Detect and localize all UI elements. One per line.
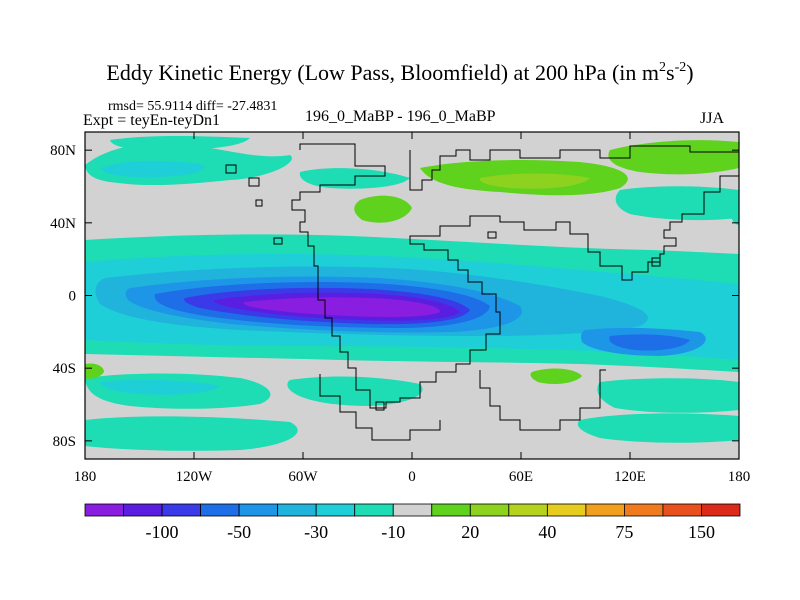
title-close: ) [686, 60, 694, 85]
axis-labels: 180 120W 60W 0 60E 120E 180 80N 40N 0 40S 80S [50, 143, 750, 485]
season-label: JJA [700, 110, 725, 127]
contour-nh-lime-europe [479, 173, 590, 189]
x-tick-label: 120W [176, 469, 214, 485]
colorbar-swatch [84, 503, 124, 517]
x-tick-label: 0 [408, 469, 416, 485]
contour-sh-cyan-mid [287, 376, 423, 406]
x-tick-label: 120E [614, 469, 646, 485]
contour-sh-teal-west [100, 379, 220, 395]
continent-outline-southwest [319, 374, 441, 441]
axis-ticks [84, 132, 740, 459]
title-exponent-2: -2 [674, 60, 687, 75]
colorbar-label: -100 [146, 522, 179, 542]
contour-field [85, 132, 739, 459]
contour-band-purple [243, 297, 440, 317]
x-tick-label: 180 [74, 469, 97, 485]
colorbar-label: 75 [615, 522, 633, 542]
colorbar-swatch [469, 503, 510, 517]
island-outline-5 [375, 401, 385, 411]
colorbar-swatch [546, 503, 587, 517]
contour-nh-cyan-east [731, 205, 739, 225]
x-tick-label: 60W [288, 469, 318, 485]
colorbar-swatch [662, 503, 702, 517]
colorbar-swatch [392, 503, 433, 517]
y-tick-label: 80S [53, 434, 76, 450]
island-outline-1 [225, 164, 237, 174]
contour-sh-green-1 [530, 368, 582, 384]
y-tick-label: 0 [69, 289, 77, 305]
case-label: 196_0_MaBP - 196_0_MaBP [305, 108, 496, 125]
contour-nh-green-island [354, 195, 412, 223]
continent-outline [291, 143, 739, 409]
island-outline-3 [255, 199, 263, 207]
contour-sh-cyan-south-east [577, 413, 739, 443]
x-tick-label: 180 [728, 469, 751, 485]
experiment-label: Expt = teyEn-teyDn1 [83, 112, 220, 129]
contour-sh-cyan-south-west [85, 416, 298, 451]
chart-title: Eddy Kinetic Energy (Low Pass, Bloomfiel… [0, 60, 800, 86]
colorbar-swatch [431, 503, 471, 517]
continent-outline-north [409, 145, 739, 191]
contour-sh-cyan-east [597, 378, 739, 413]
island-outline-2 [248, 177, 260, 187]
colorbar-swatch [277, 503, 317, 517]
colorbar-swatch [354, 503, 394, 517]
y-tick-label: 40S [53, 361, 76, 377]
island-outline-7 [487, 231, 497, 239]
contour-nh-teal-west [100, 160, 205, 178]
x-tick-label: 60E [509, 469, 533, 485]
colorbar [84, 503, 741, 517]
y-tick-label: 80N [50, 143, 76, 159]
contour-nh-green-pacific [608, 140, 739, 175]
stats-label: rmsd= 55.9114 diff= -27.4831 [108, 99, 278, 114]
colorbar-label: 150 [688, 522, 715, 542]
colorbar-swatch [315, 503, 356, 517]
colorbar-swatch [123, 503, 163, 517]
colorbar-labels: -100 -50 -30 -10 20 40 75 150 [146, 522, 715, 542]
contour-nh-cyan-pacific [615, 186, 739, 221]
island-outline-6 [651, 257, 661, 267]
colorbar-label: -10 [381, 522, 405, 542]
contour-indian-ocean-royal [609, 334, 690, 351]
colorbar-label: 40 [538, 522, 556, 542]
continent-outline-south [479, 369, 606, 431]
colorbar-swatch [161, 503, 201, 517]
title-text: Eddy Kinetic Energy (Low Pass, Bloomfiel… [106, 60, 659, 85]
title-exponent-1: 2 [659, 60, 666, 75]
contour-nh-cyan-north [110, 136, 250, 150]
colorbar-label: -30 [304, 522, 328, 542]
colorbar-label: 20 [461, 522, 479, 542]
colorbar-swatch [701, 503, 741, 517]
contour-sh-green-2 [85, 363, 104, 379]
y-tick-label: 40N [50, 216, 76, 232]
colorbar-swatch [238, 503, 279, 517]
colorbar-swatch [508, 503, 548, 517]
colorbar-swatch [585, 503, 625, 517]
colorbar-swatch [200, 503, 240, 517]
colorbar-swatch [624, 503, 664, 517]
title-unit-s: s [666, 60, 675, 85]
colorbar-label: -50 [227, 522, 251, 542]
island-outline-4 [273, 237, 283, 245]
